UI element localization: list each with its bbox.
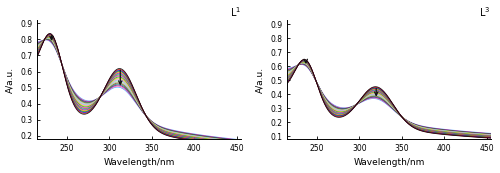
Y-axis label: A/a.u.: A/a.u. — [6, 66, 15, 93]
X-axis label: Wavelength/nm: Wavelength/nm — [104, 158, 174, 167]
Text: L$^1$: L$^1$ — [230, 6, 241, 19]
Y-axis label: A/a.u.: A/a.u. — [256, 66, 264, 93]
Text: L$^3$: L$^3$ — [480, 6, 491, 19]
X-axis label: Wavelength/nm: Wavelength/nm — [354, 158, 424, 167]
